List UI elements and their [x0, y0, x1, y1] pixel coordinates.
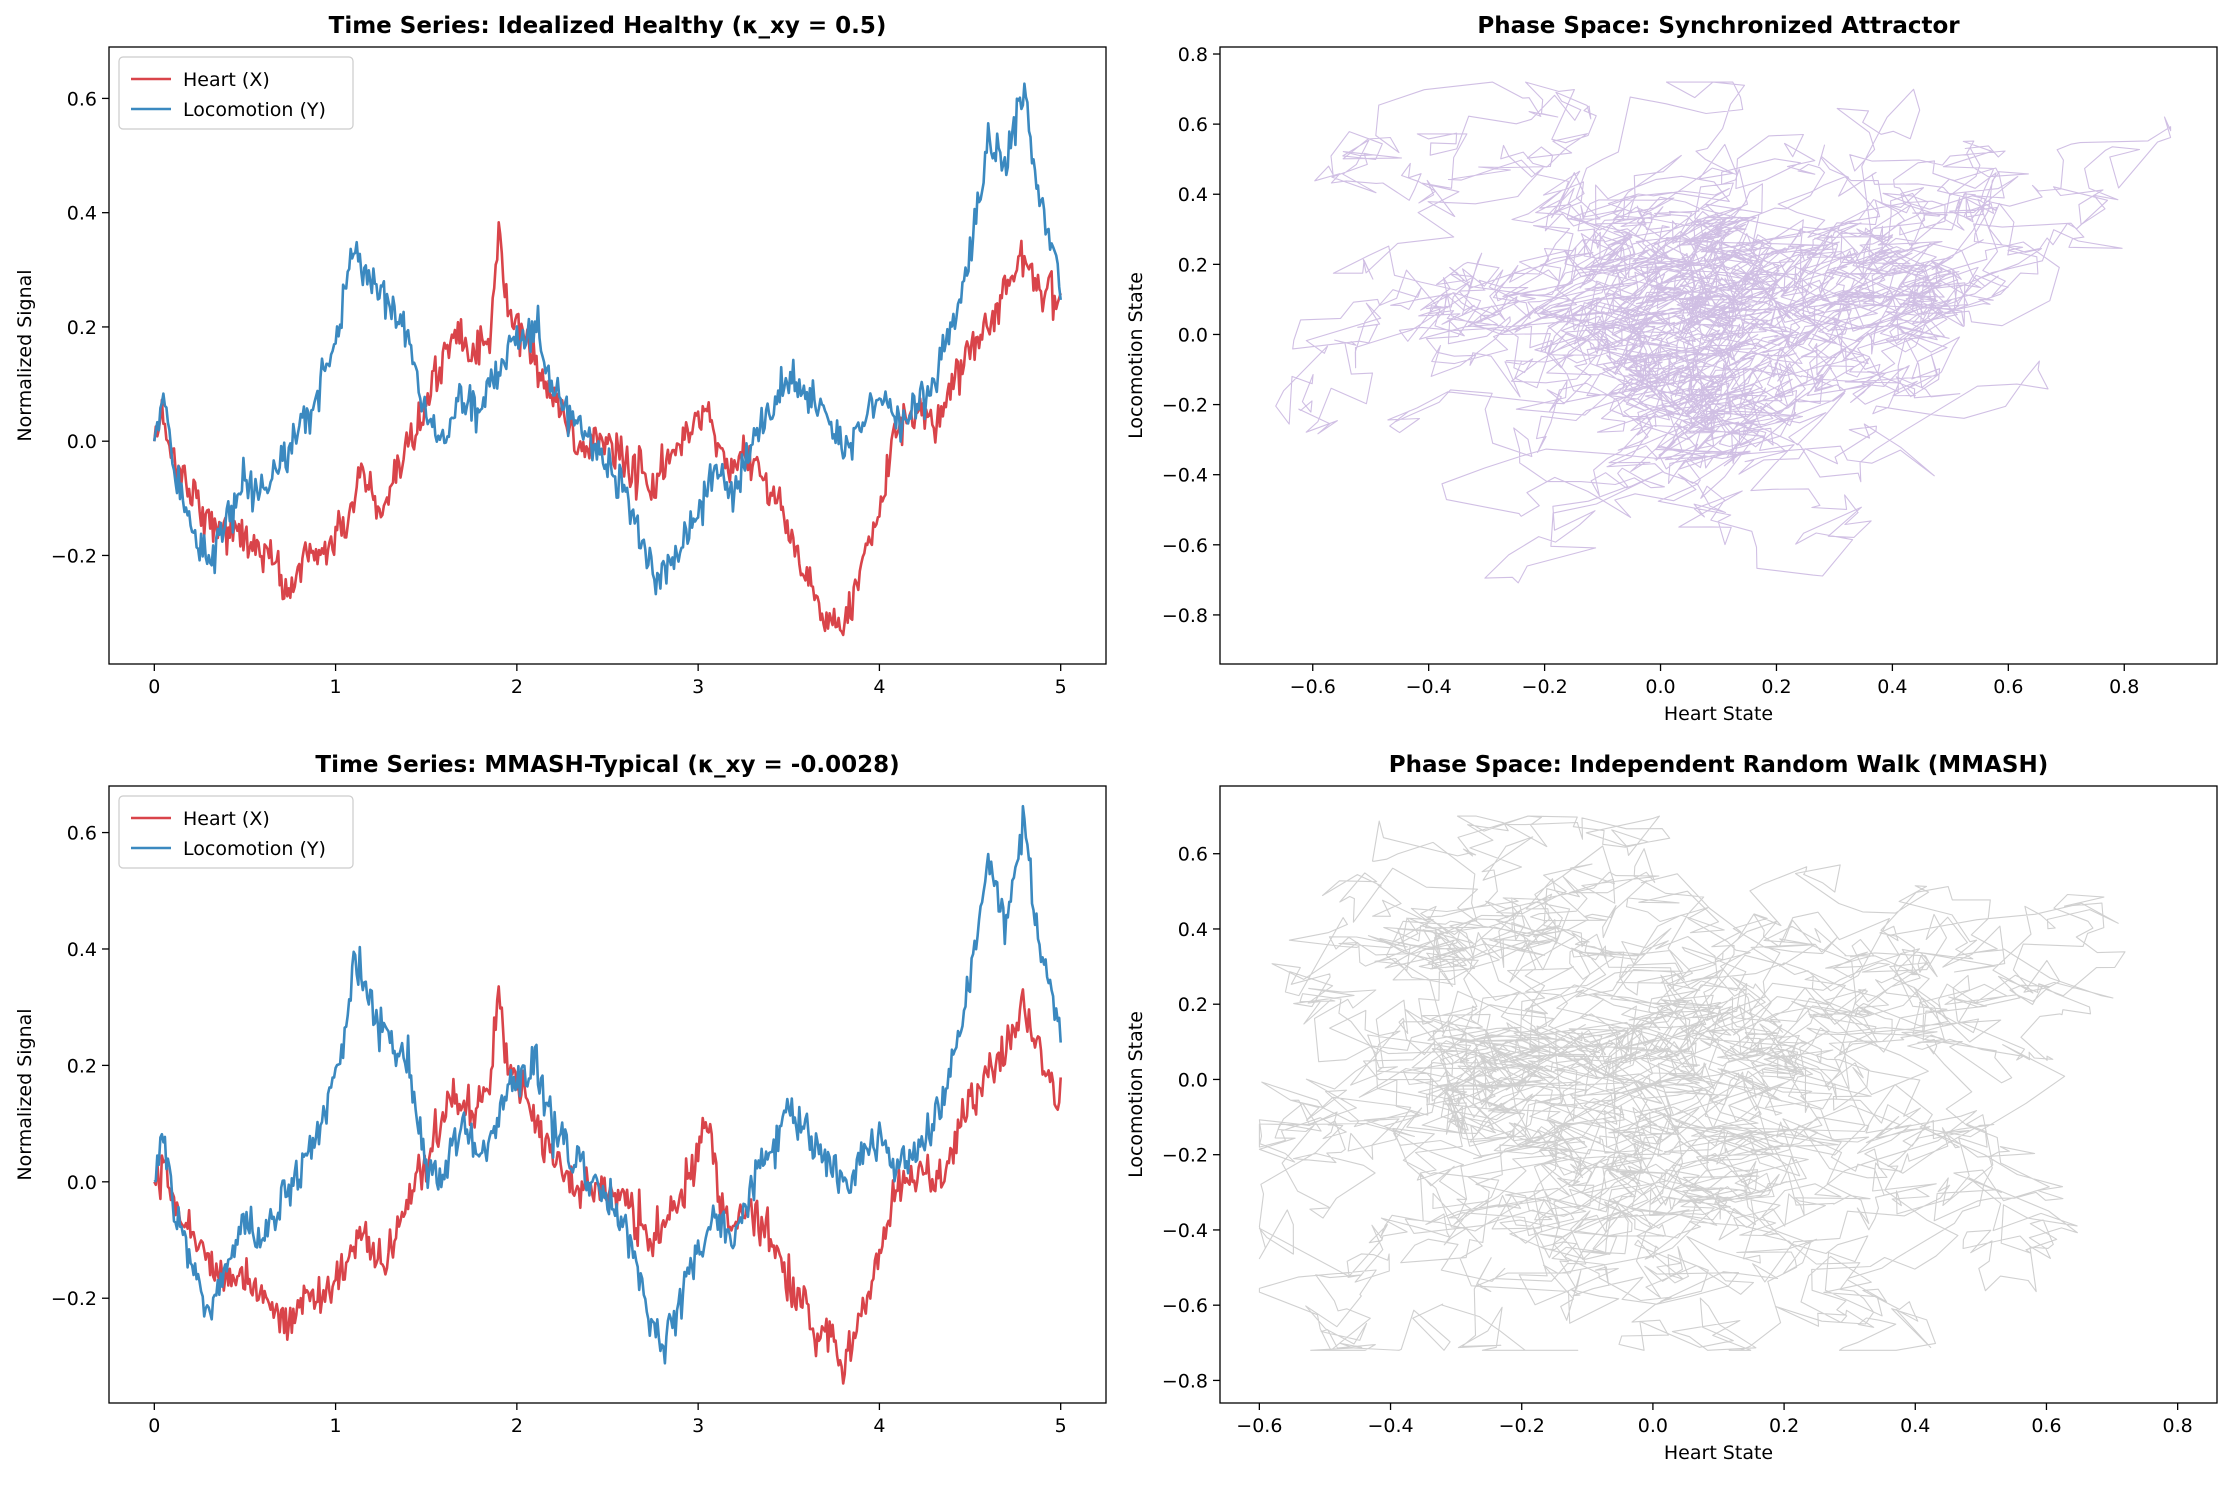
y-tick-label: −0.4: [1162, 465, 1208, 487]
x-tick-label: 4: [873, 1415, 885, 1437]
x-axis-label: Heart State: [1664, 1442, 1773, 1464]
x-tick-label: −0.6: [1290, 676, 1336, 698]
x-tick-label: 0.4: [1900, 1415, 1930, 1437]
axes-frame: [1219, 46, 2218, 665]
x-tick-label: 0.2: [1761, 676, 1791, 698]
subplot-1: 0 1 2 3 4 5 −0.2 0.0 0.2 0.4 0.6 Time Series: Ideal…: [14, 13, 1107, 698]
x-tick-label: 0.4: [1877, 676, 1907, 698]
legend-label: Heart (X): [183, 69, 270, 91]
x-tick-label: 0.8: [2163, 1415, 2193, 1437]
y-tick-label: −0.2: [1162, 1145, 1208, 1167]
x-tick-label: 0.6: [2031, 1415, 2061, 1437]
y-tick-label: 0.6: [67, 823, 97, 845]
x-tick-label: 0.2: [1769, 1415, 1799, 1437]
y-tick-label: −0.6: [1162, 1295, 1208, 1317]
chart-title: Time Series: Idealized Healthy (κ_xy = 0…: [329, 13, 887, 39]
y-tick-label: 0.2: [1178, 994, 1208, 1016]
y-axis-label: Locomotion State: [1125, 272, 1147, 439]
y-tick-label: 0.8: [1178, 44, 1208, 66]
series-line-heart: [153, 221, 1062, 637]
chart-title: Time Series: MMASH-Typical (κ_xy = -0.00…: [315, 752, 899, 778]
y-tick-label: 0.2: [67, 1055, 97, 1077]
series-line-locomotion: [153, 82, 1062, 596]
y-tick-label: 0.2: [1178, 254, 1208, 276]
y-axis-label: Normalized Signal: [14, 269, 36, 441]
x-tick-label: 0.8: [2109, 676, 2139, 698]
y-tick-label: −0.6: [1162, 535, 1208, 557]
x-tick-label: 0.0: [1638, 1415, 1668, 1437]
x-tick-label: 5: [1055, 676, 1067, 698]
y-tick-label: 0.6: [1178, 114, 1208, 136]
y-axis-label: Locomotion State: [1125, 1011, 1147, 1178]
x-tick-label: 2: [511, 676, 523, 698]
y-tick-label: −0.2: [1162, 395, 1208, 417]
x-tick-label: 3: [692, 1415, 704, 1437]
x-tick-label: 0: [148, 676, 160, 698]
x-tick-label: −0.6: [1236, 1415, 1282, 1437]
y-tick-label: −0.8: [1162, 1370, 1208, 1392]
x-tick-label: −0.4: [1406, 676, 1452, 698]
y-tick-label: −0.2: [51, 1288, 97, 1310]
y-tick-label: 0.4: [67, 203, 97, 225]
y-tick-label: 0.0: [1178, 324, 1208, 346]
y-tick-label: −0.2: [51, 545, 97, 567]
x-axis-label: Heart State: [1664, 703, 1773, 725]
legend-label: Heart (X): [183, 808, 270, 830]
legend-box: [118, 795, 354, 869]
legend: Heart (X) Locomotion (Y): [118, 56, 354, 130]
x-tick-label: 0.0: [1645, 676, 1675, 698]
x-tick-label: 0: [148, 1415, 160, 1437]
x-tick-label: −0.4: [1367, 1415, 1413, 1437]
x-tick-label: 1: [330, 1415, 342, 1437]
x-tick-label: 0.6: [1993, 676, 2023, 698]
x-tick-label: −0.2: [1522, 676, 1568, 698]
subplot-4: −0.6 −0.4 −0.2 0.0 0.2 0.4 0.6 0.8 −0.8 −0.6 −0.4 −…: [1125, 752, 2218, 1464]
legend: Heart (X) Locomotion (Y): [118, 795, 354, 869]
subplot-3: 0 1 2 3 4 5 −0.2 0.0 0.2 0.4 0.6 Time Series: MMASH…: [14, 752, 1107, 1437]
x-tick-label: 2: [511, 1415, 523, 1437]
x-tick-label: −0.2: [1499, 1415, 1545, 1437]
x-tick-label: 5: [1055, 1415, 1067, 1437]
y-tick-label: 0.0: [67, 431, 97, 453]
y-tick-label: 0.0: [67, 1172, 97, 1194]
y-tick-label: 0.4: [67, 939, 97, 961]
axes-frame: [108, 785, 1107, 1404]
x-tick-label: 1: [330, 676, 342, 698]
y-tick-label: 0.2: [67, 317, 97, 339]
x-tick-label: 4: [873, 676, 885, 698]
axes-frame: [108, 46, 1107, 665]
series-line-locomotion: [153, 804, 1062, 1365]
subplot-2: −0.6 −0.4 −0.2 0.0 0.2 0.4 0.6 0.8 −0.8 −0.6 −0.4 −…: [1125, 13, 2218, 725]
legend-label: Locomotion (Y): [183, 838, 326, 860]
plot-area: [153, 804, 1062, 1385]
y-tick-label: 0.0: [1178, 1069, 1208, 1091]
chart-title: Phase Space: Synchronized Attractor: [1477, 13, 1960, 39]
phase-trajectory: [1275, 81, 2172, 584]
plot-area: [1275, 81, 2172, 584]
axes-frame: [1219, 785, 2218, 1404]
y-tick-label: 0.4: [1178, 184, 1208, 206]
chart-title: Phase Space: Independent Random Walk (MM…: [1389, 752, 2048, 778]
plot-area: [153, 82, 1062, 637]
y-axis-label: Normalized Signal: [14, 1008, 36, 1180]
x-tick-label: 3: [692, 676, 704, 698]
y-tick-label: 0.6: [1178, 844, 1208, 866]
y-tick-label: −0.8: [1162, 605, 1208, 627]
plot-area: [1258, 815, 2126, 1351]
y-tick-label: 0.6: [67, 88, 97, 110]
legend-label: Locomotion (Y): [183, 99, 326, 121]
phase-trajectory: [1258, 815, 2126, 1351]
legend-box: [118, 56, 354, 130]
y-tick-label: −0.4: [1162, 1220, 1208, 1242]
y-tick-label: 0.4: [1178, 919, 1208, 941]
